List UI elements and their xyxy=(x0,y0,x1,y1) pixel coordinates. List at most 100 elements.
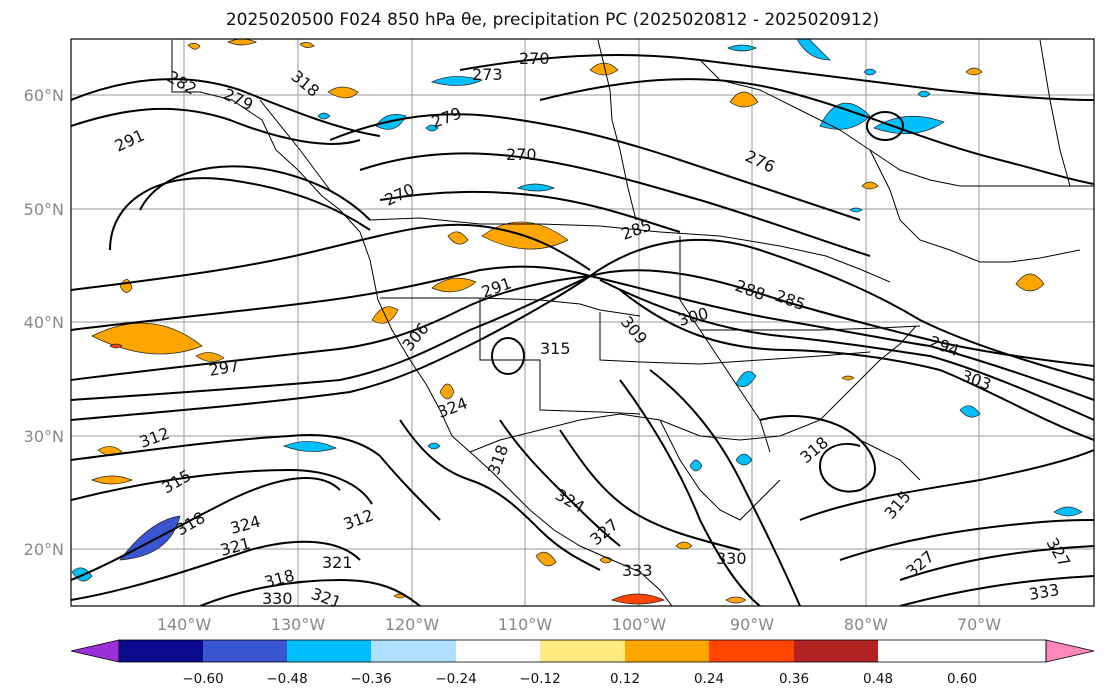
precip-blob xyxy=(327,86,359,99)
contour-line xyxy=(71,468,373,505)
lat-label: 40°N xyxy=(24,313,64,332)
precip-blob xyxy=(689,459,703,472)
precip-blob xyxy=(317,112,331,120)
contour-line xyxy=(139,165,371,221)
us-canada-border xyxy=(369,217,891,283)
coastlines-borders xyxy=(171,39,1094,606)
colorbar-label: −0.12 xyxy=(519,671,560,687)
colorbar-extend-low xyxy=(70,639,120,663)
precip-blob xyxy=(1015,273,1045,292)
contour-line xyxy=(71,223,591,291)
colorbar-label: 0.12 xyxy=(610,671,640,687)
precip-blob xyxy=(91,475,133,485)
lon-label: 100°W xyxy=(612,615,667,634)
precip-blob xyxy=(727,44,757,52)
colorbar-cell xyxy=(287,640,371,662)
precip-blob xyxy=(425,124,439,132)
contour-line xyxy=(71,107,361,145)
precip-blob xyxy=(611,593,665,605)
lon-label: 140°W xyxy=(157,615,212,634)
colorbar-cell xyxy=(456,640,540,662)
precip-blob xyxy=(863,68,877,76)
precip-shading xyxy=(71,39,1083,605)
contour-line xyxy=(359,152,871,257)
contour-label: 273 xyxy=(472,65,503,84)
lat-label: 30°N xyxy=(24,427,64,446)
contour-line xyxy=(109,177,371,251)
precip-blob xyxy=(917,90,931,98)
precip-blob xyxy=(725,596,747,604)
precip-blob xyxy=(735,453,753,466)
contour-line xyxy=(839,519,1094,561)
contour-line xyxy=(619,289,1094,441)
precip-blob xyxy=(849,207,863,213)
lat-label: 50°N xyxy=(24,200,64,219)
colorbar-cell xyxy=(119,640,203,662)
theta-e-contours xyxy=(71,54,1094,606)
precip-blob xyxy=(109,343,123,349)
contour-line xyxy=(71,476,341,581)
border-line xyxy=(597,39,637,221)
pacific-coastline xyxy=(171,40,673,606)
precip-blob xyxy=(187,42,201,50)
precip-blob xyxy=(299,42,315,48)
contour-line xyxy=(589,238,1094,381)
lat-axis-labels: 60°N 50°N 40°N 30°N 20°N xyxy=(24,86,64,559)
contour-line xyxy=(899,575,1094,606)
colorbar-outline xyxy=(118,639,1047,663)
precip-blob xyxy=(965,67,983,76)
colorbar-label: −0.24 xyxy=(435,671,476,687)
lon-label: 130°W xyxy=(271,615,326,634)
contour-line xyxy=(589,275,1094,401)
contour-line xyxy=(399,419,601,571)
colorbar-label: −0.36 xyxy=(350,671,391,687)
precip-blob xyxy=(735,371,757,387)
contour-label: 315 xyxy=(540,339,571,358)
contour-label: 333 xyxy=(622,561,653,580)
precip-blob xyxy=(439,383,455,400)
colorbar-cell xyxy=(794,640,878,662)
precip-blob xyxy=(841,375,855,381)
colorbar-label: 0.24 xyxy=(694,671,724,687)
labrador-coast xyxy=(1039,39,1071,187)
contour-line xyxy=(71,275,591,401)
precip-blob xyxy=(431,277,477,293)
contour-line xyxy=(71,275,591,421)
precip-blob xyxy=(589,62,619,76)
contour-line xyxy=(459,54,1094,101)
contour-line xyxy=(649,369,801,606)
contour-line xyxy=(71,265,591,331)
lon-axis-labels: 140°W 130°W 120°W 110°W 100°W 90°W 80°W … xyxy=(157,615,1001,634)
precip-blob xyxy=(861,181,879,190)
contour-label: 270 xyxy=(519,49,550,68)
contour-line xyxy=(71,540,361,601)
contour-line xyxy=(71,434,441,521)
colorbar-label: 0.48 xyxy=(863,671,893,687)
precip-blob xyxy=(873,115,945,135)
lon-label: 110°W xyxy=(498,615,553,634)
contour-line xyxy=(619,379,761,606)
precip-blob xyxy=(431,76,483,86)
colorbar: −0.60 −0.48 −0.36 −0.24 −0.12 0.12 0.24 … xyxy=(70,639,1095,687)
precip-blob xyxy=(517,183,555,192)
contour-line xyxy=(539,78,1094,185)
lon-label: 70°W xyxy=(957,615,1001,634)
map-frame xyxy=(70,38,1095,607)
state-border xyxy=(599,312,871,365)
contour-line xyxy=(71,78,381,137)
precip-blob xyxy=(427,442,441,450)
precip-blob xyxy=(729,91,759,108)
contour-line xyxy=(559,429,741,551)
lat-label: 60°N xyxy=(24,86,64,105)
contour-line xyxy=(599,279,1094,421)
contour-label: 270 xyxy=(506,145,537,164)
colorbar-cell xyxy=(371,640,456,662)
lon-label: 90°W xyxy=(730,615,774,634)
precip-blob xyxy=(535,551,557,567)
colorbar-labels: −0.60 −0.48 −0.36 −0.24 −0.12 0.12 0.24 … xyxy=(182,671,977,687)
state-border xyxy=(479,298,641,415)
colorbar-cells xyxy=(118,639,1047,663)
colorbar-cell xyxy=(709,640,794,662)
contour-line xyxy=(899,545,1094,581)
